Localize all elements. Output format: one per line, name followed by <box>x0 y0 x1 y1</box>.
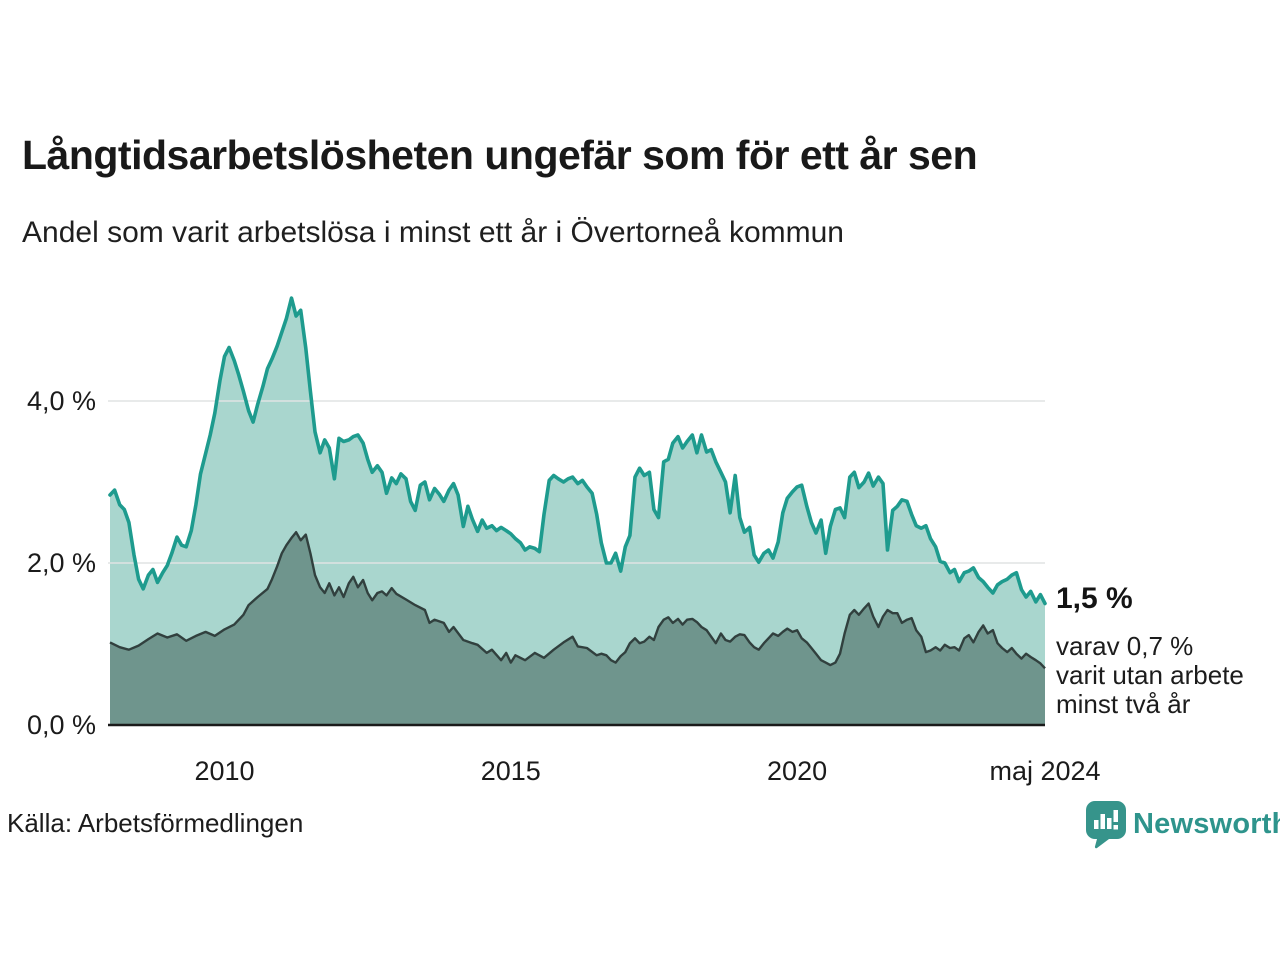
x-tick-label: 2015 <box>481 756 541 786</box>
end-sub-label-line1: varav 0,7 % <box>1056 631 1194 661</box>
series-two-year-line <box>109 531 1046 670</box>
y-tick-label: 2,0 % <box>27 548 96 578</box>
y-tick-label: 0,0 % <box>27 710 96 740</box>
newsworthy-wordmark: Newsworthy <box>1133 808 1280 840</box>
newsworthy-logo: Newsworthy <box>1086 801 1280 849</box>
y-tick-label: 4,0 % <box>27 386 96 416</box>
series-one-year-line <box>108 296 1047 606</box>
chart-subtitle: Andel som varit arbetslösa i minst ett å… <box>22 216 844 249</box>
end-annotation: 1,5 % varav 0,7 % varit utan arbete mins… <box>1056 582 1276 719</box>
source-credit: Källa: Arbetsförmedlingen <box>7 808 304 838</box>
end-value-label: 1,5 % <box>1056 582 1133 615</box>
end-sub-label-line2: varit utan arbete <box>1056 660 1244 690</box>
newsworthy-chart-bubble-icon <box>1086 801 1126 849</box>
x-tick-label: maj 2024 <box>989 756 1100 786</box>
x-tick-label: 2010 <box>194 756 254 786</box>
series-two-year-area <box>110 532 1045 725</box>
x-tick-label: 2020 <box>767 756 827 786</box>
page-title: Långtidsarbetslösheten ungefär som för e… <box>22 132 978 178</box>
end-sub-label-line3: minst två år <box>1056 689 1191 719</box>
